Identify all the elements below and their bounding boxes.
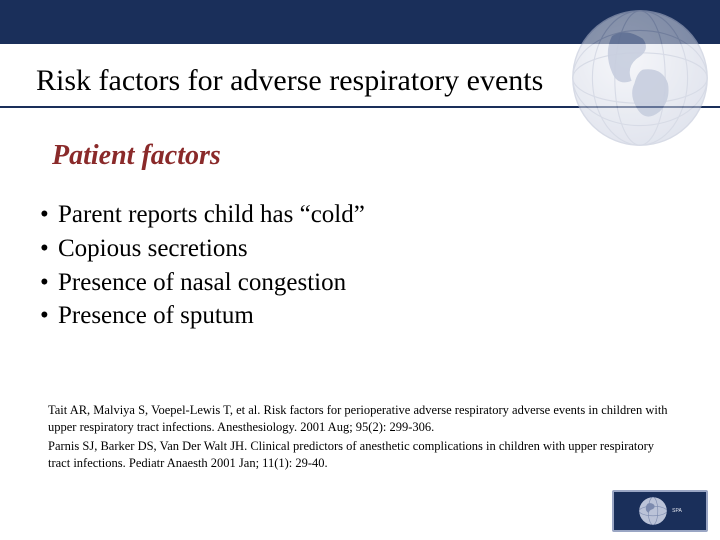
bullet-list: • Parent reports child has “cold” • Copi… [40, 198, 365, 333]
list-item: • Copious secretions [40, 232, 365, 266]
page-subtitle: Patient factors [52, 140, 221, 172]
references-block: Tait AR, Malviya S, Voepel-Lewis T, et a… [48, 402, 668, 474]
bullet-label: Presence of sputum [58, 299, 254, 333]
list-item: • Parent reports child has “cold” [40, 198, 365, 232]
list-item: • Presence of nasal congestion [40, 266, 365, 300]
bullet-icon: • [40, 266, 58, 300]
globe-graphic [570, 8, 710, 148]
bullet-icon: • [40, 198, 58, 232]
list-item: • Presence of sputum [40, 299, 365, 333]
page-title: Risk factors for adverse respiratory eve… [36, 64, 543, 98]
bullet-icon: • [40, 299, 58, 333]
bullet-icon: • [40, 232, 58, 266]
bullet-label: Parent reports child has “cold” [58, 198, 365, 232]
footer-org-text: SPA [672, 509, 682, 514]
bullet-label: Copious secretions [58, 232, 248, 266]
globe-icon [638, 496, 668, 526]
footer-org-logo: SPA [612, 490, 708, 532]
reference-line: Tait AR, Malviya S, Voepel-Lewis T, et a… [48, 402, 668, 436]
reference-line: Parnis SJ, Barker DS, Van Der Walt JH. C… [48, 438, 668, 472]
bullet-label: Presence of nasal congestion [58, 266, 346, 300]
